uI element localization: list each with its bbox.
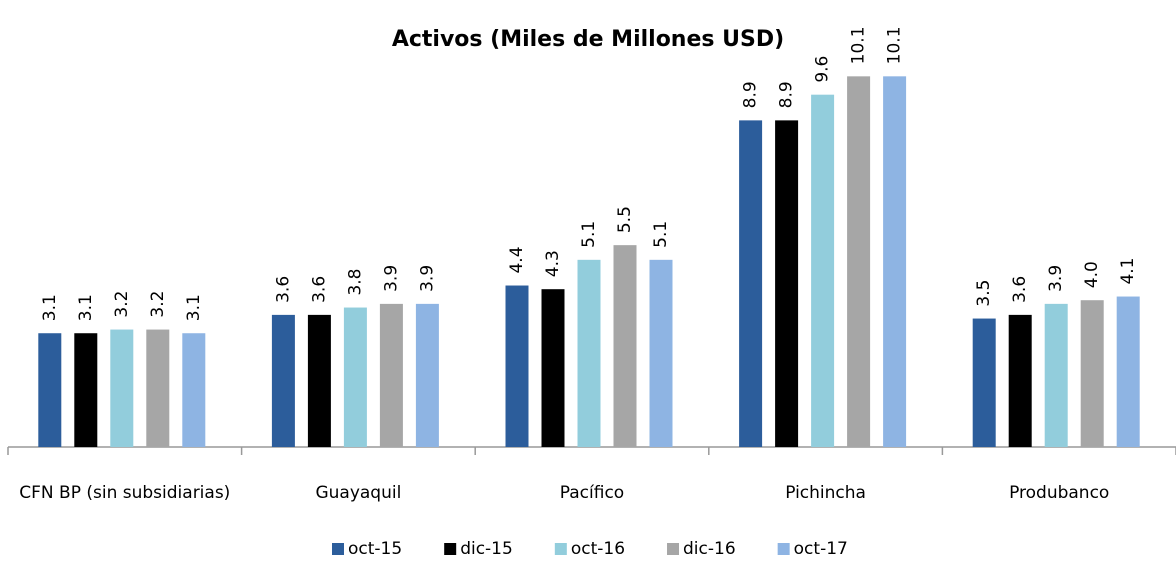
bar (1116, 296, 1140, 447)
data-label: 5.5 (615, 206, 635, 233)
data-label: 3.5 (974, 280, 994, 307)
data-label: 3.6 (1010, 276, 1030, 303)
data-label: 8.9 (741, 81, 761, 108)
bar (613, 245, 637, 447)
data-label: 3.9 (381, 265, 401, 292)
legend-swatch (667, 543, 680, 555)
data-label: 4.3 (543, 250, 563, 277)
legend-label: oct-16 (571, 539, 625, 559)
data-label: 4.1 (1118, 257, 1138, 284)
data-label: 5.1 (651, 221, 671, 248)
bar (74, 333, 98, 447)
data-label: 3.2 (148, 291, 168, 318)
data-label: 3.6 (309, 276, 329, 303)
data-label: 4.4 (507, 246, 527, 273)
legend-label: oct-15 (348, 539, 402, 559)
data-label: 4.0 (1082, 261, 1102, 288)
legend-label: oct-17 (794, 539, 848, 559)
data-label: 3.9 (1046, 265, 1066, 292)
data-label: 3.8 (345, 268, 365, 295)
chart-title: Activos (Miles de Millones USD) (392, 27, 784, 52)
data-label: 10.1 (885, 26, 905, 64)
bar (379, 303, 403, 447)
bar (577, 259, 601, 447)
data-label: 3.9 (417, 265, 437, 292)
x-tick-label: Pichincha (785, 483, 866, 503)
data-label: 3.1 (184, 294, 204, 321)
x-tick-label: Guayaquil (315, 483, 401, 503)
bar (146, 329, 170, 447)
bar (1080, 300, 1104, 447)
legend-swatch (777, 543, 790, 555)
bar (1008, 314, 1032, 447)
bar (541, 289, 565, 447)
bar (972, 318, 996, 447)
legend-label: dic-15 (460, 539, 513, 559)
legend-swatch (444, 543, 457, 555)
data-label: 9.6 (813, 56, 833, 83)
bar (415, 303, 439, 447)
data-label: 10.1 (849, 26, 869, 64)
bar (110, 329, 134, 447)
bar (775, 120, 799, 448)
x-tick-label: Produbanco (1009, 483, 1109, 503)
bar (847, 76, 871, 447)
bar (182, 333, 206, 447)
x-tick-label: CFN BP (sin subsidiarias) (19, 483, 230, 503)
bar (307, 314, 331, 447)
data-label: 3.6 (273, 276, 293, 303)
data-label: 3.1 (76, 294, 96, 321)
bar (883, 76, 907, 447)
legend-swatch (554, 543, 567, 555)
bar (505, 285, 529, 447)
x-tick-label: Pacífico (560, 483, 624, 503)
legend-label: dic-16 (683, 539, 736, 559)
data-label: 8.9 (777, 81, 797, 108)
data-label: 3.1 (40, 294, 60, 321)
data-label: 5.1 (579, 221, 599, 248)
bar (739, 120, 763, 448)
bar (811, 94, 835, 448)
bar (649, 259, 673, 447)
bar (1044, 303, 1068, 447)
bar (38, 333, 62, 447)
bar (343, 307, 367, 447)
bar (271, 314, 295, 447)
legend-swatch (332, 543, 344, 555)
data-label: 3.2 (112, 291, 132, 318)
